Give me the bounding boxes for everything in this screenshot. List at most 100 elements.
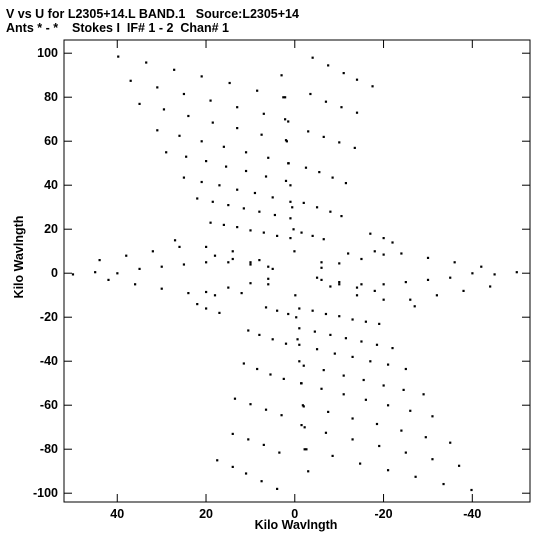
data-point	[200, 180, 203, 184]
y-tick-label: -80	[40, 442, 58, 456]
data-point	[311, 234, 314, 237]
data-point	[284, 179, 288, 182]
data-point	[351, 355, 354, 358]
data-point	[351, 417, 354, 420]
data-point	[359, 462, 362, 465]
data-point	[360, 283, 363, 286]
data-point	[360, 340, 363, 343]
data-point	[338, 315, 341, 318]
data-point	[182, 263, 186, 266]
data-point	[324, 431, 328, 434]
data-point	[462, 289, 465, 292]
data-point	[244, 151, 248, 154]
data-points	[71, 55, 518, 492]
data-point	[231, 432, 234, 435]
data-point	[413, 305, 416, 308]
data-point	[322, 238, 325, 241]
data-point	[338, 281, 341, 284]
axis-tick-labels: 40 20 0 -20 -40 100 80 60 40 20 0 -20 -40 -60 -80 -100	[33, 46, 481, 521]
data-point	[329, 210, 332, 213]
data-point	[369, 360, 372, 363]
data-point	[260, 480, 263, 483]
data-point	[280, 414, 283, 417]
data-point	[117, 55, 120, 58]
data-point	[302, 201, 305, 204]
data-point	[338, 141, 341, 144]
data-point	[449, 276, 452, 279]
y-tick-label: -100	[33, 486, 58, 500]
data-point	[165, 151, 168, 154]
data-point	[375, 422, 379, 426]
data-point	[262, 231, 265, 234]
data-point	[338, 262, 341, 265]
data-point	[276, 309, 279, 312]
data-point	[98, 259, 101, 262]
data-point	[200, 75, 203, 78]
data-point	[309, 92, 312, 96]
data-point	[453, 261, 456, 264]
data-point	[116, 272, 119, 275]
data-point	[402, 388, 405, 391]
data-point	[386, 469, 390, 472]
data-point	[231, 465, 234, 468]
data-point	[315, 276, 319, 279]
data-point	[205, 160, 208, 163]
x-tick-label: 20	[199, 507, 213, 521]
data-point	[253, 191, 257, 195]
y-tick-label: 40	[44, 178, 58, 192]
x-tick-label: 40	[110, 507, 124, 521]
data-point	[315, 348, 319, 351]
data-point	[298, 343, 301, 346]
plot-frame	[63, 39, 531, 503]
data-point	[289, 184, 292, 187]
data-point	[347, 252, 350, 255]
data-point	[292, 228, 295, 231]
data-point	[209, 99, 212, 102]
data-point	[264, 175, 268, 178]
data-point	[247, 329, 250, 332]
data-point	[294, 294, 297, 297]
data-point	[287, 162, 290, 165]
data-point	[284, 118, 287, 121]
data-point	[285, 140, 288, 143]
data-point	[355, 111, 359, 114]
data-point	[200, 140, 203, 143]
data-point	[404, 281, 407, 284]
data-point	[156, 129, 159, 132]
data-point	[284, 96, 287, 99]
x-tick-label: 0	[291, 507, 298, 521]
data-point	[320, 261, 323, 264]
data-point	[320, 387, 323, 390]
data-point	[205, 261, 208, 264]
data-point	[236, 127, 239, 130]
data-point	[300, 231, 303, 234]
data-point	[196, 303, 199, 306]
data-point	[205, 290, 208, 294]
data-point	[287, 312, 290, 316]
data-point	[409, 298, 412, 301]
y-tick-label: 60	[44, 134, 58, 148]
data-point	[307, 130, 310, 133]
data-point	[298, 327, 301, 330]
data-point	[329, 285, 332, 288]
data-point	[138, 102, 141, 105]
data-point	[162, 108, 166, 111]
data-point	[236, 188, 239, 191]
data-point	[182, 176, 186, 179]
data-point	[315, 206, 319, 209]
data-point	[160, 287, 163, 290]
data-point	[318, 171, 321, 174]
data-point	[362, 378, 365, 382]
y-axis-label: Kilo Wavlngth	[12, 215, 26, 299]
data-point	[435, 294, 438, 297]
data-point	[382, 237, 385, 240]
data-point	[125, 254, 128, 257]
x-tick-label: -40	[463, 507, 481, 521]
data-point	[271, 196, 274, 199]
data-point	[442, 482, 445, 486]
data-point	[329, 333, 332, 336]
data-point	[305, 448, 308, 451]
data-point	[470, 488, 473, 492]
data-point	[375, 343, 379, 346]
